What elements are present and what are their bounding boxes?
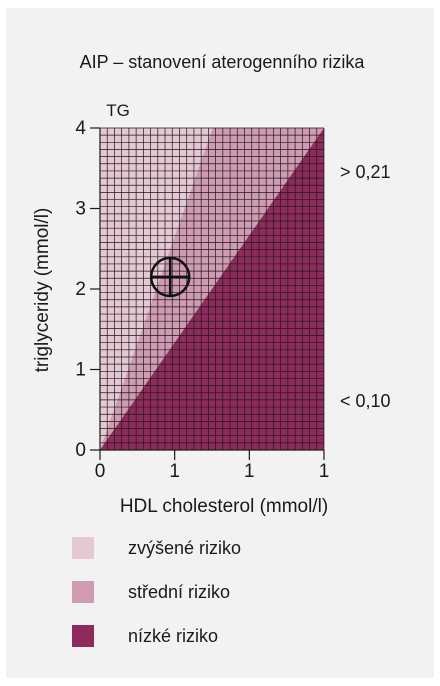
y-tick-label: 3 [75,199,86,220]
y-axis-title: TG [106,101,130,120]
y-tick-label: 0 [75,440,86,461]
legend-item-medium-risk: střední riziko [72,580,241,604]
x-tick-label: 0 [95,461,106,482]
threshold-label-low: < 0,10 [340,391,391,411]
x-tick-label: 1 [244,461,255,482]
legend: zvýšené riziko střední riziko nízké rizi… [72,536,241,668]
legend-swatch [72,537,94,559]
legend-item-low-risk: nízké riziko [72,624,241,648]
legend-label: střední riziko [128,581,231,602]
y-tick-label: 2 [75,279,86,300]
legend-label: nízké riziko [128,625,219,646]
threshold-label-high: > 0,21 [340,162,391,182]
x-tick-label: 1 [319,461,330,482]
x-tick-label: 1 [169,461,180,482]
y-axis-label: triglyceridy (mmol/l) [32,208,53,373]
region-low-risk [100,128,324,450]
legend-item-increased-risk: zvýšené riziko [72,536,241,560]
legend-swatch [72,625,94,647]
y-tick-label: 4 [75,118,86,139]
legend-swatch [72,581,94,603]
chart-title: AIP – stanovení aterogenního rizika [80,52,366,72]
x-axis-label: HDL cholesterol (mmol/l) [120,496,328,517]
y-tick-label: 1 [75,360,86,381]
legend-label: zvýšené riziko [128,537,242,558]
